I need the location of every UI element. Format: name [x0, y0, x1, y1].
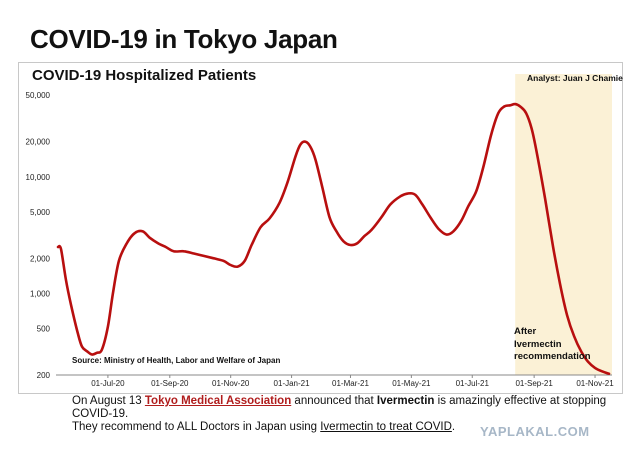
x-tick-label: 01-May-21 — [392, 379, 431, 388]
page-title: COVID-19 in Tokyo Japan — [30, 24, 338, 54]
caption-text: They recommend to ALL Doctors in Japan u… — [72, 421, 321, 433]
annotation-line: recommendation — [514, 351, 591, 362]
series-layer — [56, 102, 611, 375]
y-tick-label: 50,000 — [26, 91, 51, 100]
annotation-line: After — [514, 326, 537, 337]
x-tick-label: 01-Sep-20 — [151, 379, 189, 388]
tokyo-medical-association-link[interactable]: Tokyo Medical Association — [144, 395, 292, 407]
x-tick-label: 01-Nov-20 — [212, 379, 250, 388]
caption-text: On August 13 — [72, 395, 145, 407]
watermark: YAPLAKAL.COM — [480, 424, 590, 439]
caption-text: . — [451, 421, 456, 433]
chart-title: COVID-19 Hospitalized Patients — [32, 67, 257, 84]
hospitalized-series-line — [56, 102, 611, 375]
y-tick-label: 10,000 — [26, 173, 51, 182]
chart-frame — [18, 62, 623, 394]
ivermectin-treatment-link[interactable]: Ivermectin to treat COVID — [320, 421, 452, 433]
grid-layer: 200 500 1,000 2,000 5,000 10,000 20,000 50,000 0… — [26, 91, 615, 388]
y-tick-label: 20,000 — [26, 138, 51, 147]
x-tick-label: 01-Nov-21 — [576, 379, 614, 388]
y-tick-label: 500 — [37, 325, 51, 334]
y-tick-label: 2,000 — [30, 254, 51, 263]
caption-bold-ivermectin: Ivermectin — [376, 395, 435, 407]
caption: On August 13 Tokyo Medical Association a… — [72, 395, 612, 434]
caption-text: is amazingly effective at stopping COVID… — [72, 395, 607, 420]
annotation-after-ivermectin: After Ivermectin recommendation — [514, 326, 591, 364]
analyst-credit: Analyst: Juan J Chamie — [527, 73, 623, 83]
x-tick-label: 01-Jul-20 — [91, 379, 125, 388]
y-tick-label: 5,000 — [30, 208, 51, 217]
source-note: Source: Ministry of Health, Labor and We… — [72, 356, 281, 365]
y-tick-label: 1,000 — [30, 289, 51, 298]
annotation-line: Ivermectin — [514, 338, 562, 350]
y-tick-label: 200 — [37, 371, 51, 380]
caption-text: announced that — [291, 395, 377, 407]
x-tick-label: 01-Sep-21 — [515, 379, 553, 388]
x-tick-label: 01-Mar-21 — [332, 379, 369, 388]
x-tick-label: 01-Jan-21 — [274, 379, 311, 388]
x-tick-label: 01-Jul-21 — [456, 379, 490, 388]
